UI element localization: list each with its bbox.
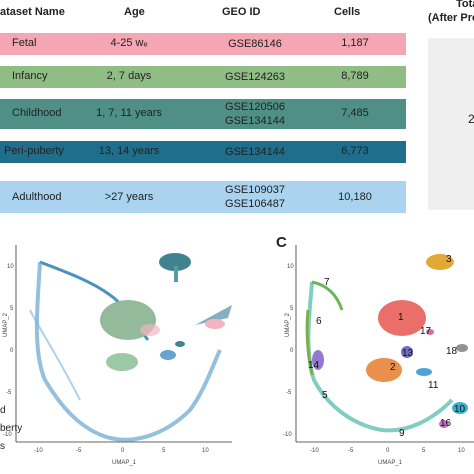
total-box: 2 xyxy=(428,38,474,210)
row-cells: 1,187 xyxy=(341,37,369,49)
left-yticks: 10 5 0 -5 -10 xyxy=(3,264,14,438)
cluster-label-7: 7 xyxy=(324,277,330,288)
table-row-fetal: Fetal 4-25 wₑ GSE86146 1,187 xyxy=(0,33,406,55)
row-name: Fetal xyxy=(12,37,37,49)
ytick: 10 xyxy=(7,264,14,270)
ytick: 10 xyxy=(287,264,294,270)
right-xticks: -10 -5 0 5 10 xyxy=(310,448,465,454)
cluster-label-11: 11 xyxy=(428,380,439,391)
table-row-adulthood: Adulthood >27 years GSE109037 GSE106487 … xyxy=(0,181,406,213)
ytick: -5 xyxy=(286,390,292,396)
right-yticks: 10 5 0 -5 -10 xyxy=(283,264,294,438)
panel-letter-c: C xyxy=(276,234,287,251)
xtick: 0 xyxy=(386,448,390,454)
table-row-infancy: Infancy 2, 7 days GSE124263 8,789 xyxy=(0,66,406,88)
ytick: 0 xyxy=(290,348,294,354)
header-total-line2: (After Pre xyxy=(428,12,474,24)
row-geo-id-2: GSE106487 xyxy=(225,198,285,210)
row-cells: 8,789 xyxy=(341,70,369,82)
cluster-label-10: 10 xyxy=(454,404,466,415)
table-row-peri-puberty: Peri-puberty 13, 14 years GSE134144 6,77… xyxy=(0,141,406,163)
xtick: 5 xyxy=(162,448,166,454)
row-name: Childhood xyxy=(12,107,62,119)
header-total-line1: Tota xyxy=(456,0,474,10)
cluster-label-13: 13 xyxy=(402,348,414,359)
row-age: 4-25 wₑ xyxy=(110,37,148,49)
cluster-label-1: 1 xyxy=(398,312,404,323)
row-name: Infancy xyxy=(12,70,48,82)
row-name: Adulthood xyxy=(12,191,62,203)
row-geo-id: GSE109037 xyxy=(225,184,285,196)
table-row-childhood: Childhood 1, 7, 11 years GSE120506 GSE13… xyxy=(0,99,406,129)
row-geo-id: GSE124263 xyxy=(225,71,285,83)
cluster-label-18: 18 xyxy=(446,346,458,357)
left-y-axis-label: UMAP_2 xyxy=(3,312,10,338)
header-cells: Cells xyxy=(334,6,361,18)
ytick: 0 xyxy=(10,348,14,354)
row-age: 13, 14 years xyxy=(98,145,160,157)
cluster-label-5: 5 xyxy=(322,390,328,401)
row-name: Peri-puberty xyxy=(4,145,64,157)
xtick: 10 xyxy=(202,448,209,454)
ytick: 5 xyxy=(10,306,14,312)
cluster-label-17: 17 xyxy=(420,326,432,337)
row-geo-id: GSE134144 xyxy=(225,146,285,158)
left-clusters xyxy=(29,253,232,442)
cluster-label-9: 9 xyxy=(399,428,405,439)
right-y-axis-label: UMAP_2 xyxy=(285,312,292,338)
xtick: -5 xyxy=(76,448,82,454)
ytick: -5 xyxy=(6,390,12,396)
xtick: -10 xyxy=(34,448,43,454)
xtick: 10 xyxy=(458,448,465,454)
umap-left-plot: 10 5 0 -5 -10 -10 -5 0 5 10 UMAP_1 xyxy=(3,245,232,466)
right-clusters xyxy=(305,254,468,433)
umap-right-plot: 10 5 0 -5 -10 -10 -5 0 5 10 UMAP_1 1 2 3… xyxy=(283,245,474,466)
xtick: -10 xyxy=(310,448,319,454)
row-cells: 6,773 xyxy=(341,145,369,157)
row-age: 2, 7 days xyxy=(106,70,152,82)
ytick: -10 xyxy=(283,432,292,438)
row-geo-id: GSE86146 xyxy=(228,38,282,50)
ytick: -10 xyxy=(3,432,12,438)
row-geo-id: GSE120506 xyxy=(225,101,285,113)
legend-fragment-1: d xyxy=(0,405,6,416)
cluster-label-3: 3 xyxy=(446,254,452,265)
left-xticks: -10 -5 0 5 10 xyxy=(34,448,209,454)
header-geo-id: GEO ID xyxy=(222,6,261,18)
header-age: Age xyxy=(124,6,145,18)
x-axis-label: UMAP_1 xyxy=(378,460,403,466)
cluster-label-16: 16 xyxy=(440,418,452,429)
row-cells: 7,485 xyxy=(341,107,369,119)
header-dataset-name: ataset Name xyxy=(0,6,65,18)
row-age: 1, 7, 11 years xyxy=(96,107,162,119)
legend-fragment-2: berty xyxy=(0,423,23,434)
row-age: >27 years xyxy=(104,191,154,203)
row-cells: 10,180 xyxy=(338,191,372,203)
cluster-label-6: 6 xyxy=(316,316,322,327)
xtick: -5 xyxy=(348,448,354,454)
xtick: 0 xyxy=(121,448,125,454)
cluster-labels: 1 2 3 5 6 7 9 10 11 13 14 16 17 18 xyxy=(308,254,466,439)
legend-fragment-3: s xyxy=(0,441,5,452)
xtick: 5 xyxy=(422,448,426,454)
ytick: 5 xyxy=(290,306,294,312)
cluster-label-2: 2 xyxy=(390,362,396,373)
row-geo-id-2: GSE134144 xyxy=(225,115,285,127)
total-value: 2 xyxy=(468,112,474,126)
x-axis-label: UMAP_1 xyxy=(112,460,137,466)
cluster-label-14: 14 xyxy=(308,360,320,371)
